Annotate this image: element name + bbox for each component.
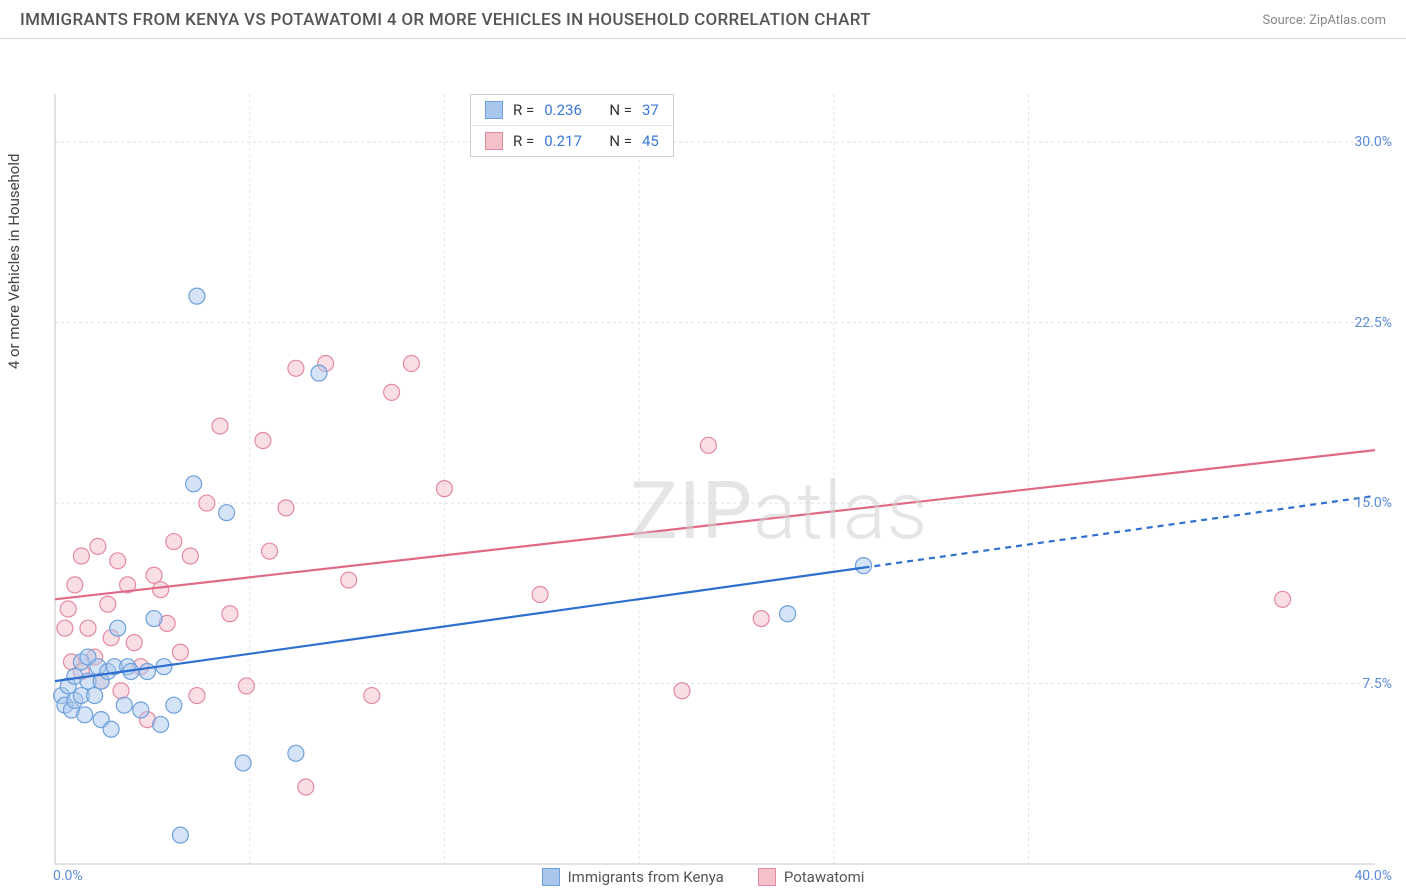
y-axis-label: 4 or more Vehicles in Household (5, 154, 23, 370)
source-credit: Source: ZipAtlas.com (1262, 13, 1386, 28)
swatch-potawatomi (485, 132, 503, 150)
x-tick-label: 40.0% (1354, 868, 1392, 884)
chart-title: IMMIGRANTS FROM KENYA VS POTAWATOMI 4 OR… (20, 10, 871, 30)
stat-N-label: N = (609, 132, 632, 150)
stats-legend: R = 0.236 N = 37 R = 0.217 N = 45 (470, 94, 674, 157)
stat-R-potawatomi: 0.217 (544, 132, 582, 150)
chart-header: IMMIGRANTS FROM KENYA VS POTAWATOMI 4 OR… (0, 0, 1406, 39)
legend-label-kenya: Immigrants from Kenya (568, 868, 724, 886)
y-tick-label: 7.5% (1362, 676, 1392, 692)
stats-row-potawatomi: R = 0.217 N = 45 (471, 125, 673, 156)
stat-N-label: N = (609, 101, 632, 119)
y-tick-label: 22.5% (1354, 315, 1392, 331)
legend-swatch-potawatomi (758, 868, 776, 886)
stat-R-label: R = (513, 132, 534, 150)
y-tick-label: 15.0% (1354, 495, 1392, 511)
chart-area: 4 or more Vehicles in Household ZIPatlas… (0, 44, 1406, 892)
stat-R-kenya: 0.236 (544, 101, 582, 119)
legend-item-kenya[interactable]: Immigrants from Kenya (542, 868, 724, 886)
stats-row-kenya: R = 0.236 N = 37 (471, 95, 673, 125)
stat-N-kenya: 37 (642, 101, 659, 119)
legend-item-potawatomi[interactable]: Potawatomi (758, 868, 865, 886)
scatter-plot-svg (0, 44, 1406, 892)
stat-N-potawatomi: 45 (642, 132, 659, 150)
series-legend: Immigrants from Kenya Potawatomi (0, 868, 1406, 886)
stat-R-label: R = (513, 101, 534, 119)
legend-swatch-kenya (542, 868, 560, 886)
source-prefix: Source: (1262, 13, 1309, 28)
x-tick-label: 0.0% (53, 868, 83, 884)
legend-label-potawatomi: Potawatomi (784, 868, 865, 886)
swatch-kenya (485, 101, 503, 119)
source-link[interactable]: ZipAtlas.com (1309, 13, 1386, 28)
y-tick-label: 30.0% (1354, 134, 1392, 150)
